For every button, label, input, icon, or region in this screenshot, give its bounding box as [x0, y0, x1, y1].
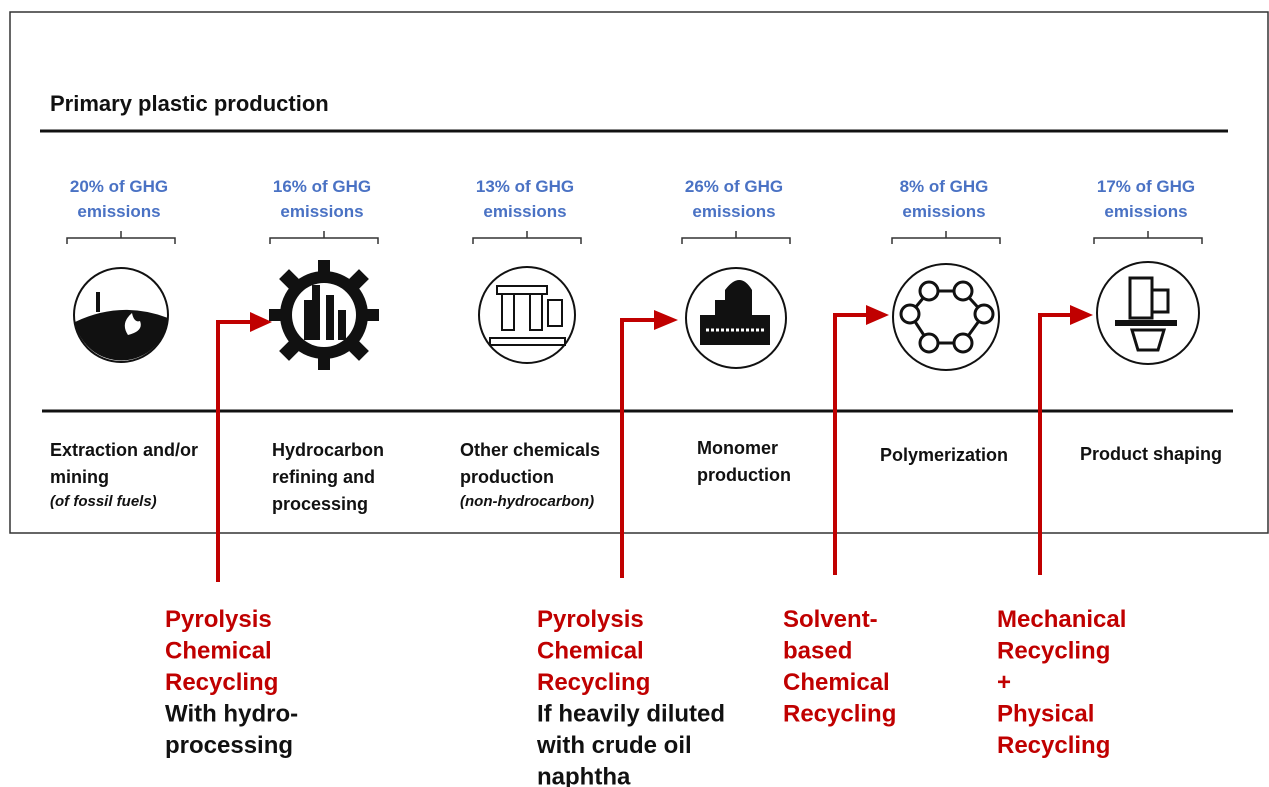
- emissions-label: emissions: [483, 202, 566, 221]
- bracket: [66, 231, 176, 244]
- recycling-arrows: [216, 313, 1072, 582]
- stage-name: Monomer: [697, 438, 778, 458]
- recycling-condition: With hydro-: [165, 701, 298, 728]
- recycling-method: +: [997, 669, 1011, 696]
- recycling-method: Solvent-: [783, 606, 878, 633]
- bracket: [891, 231, 1001, 244]
- arrow-heads: [250, 305, 1093, 332]
- stage-name: Other chemicals: [460, 440, 600, 460]
- bracket: [1093, 231, 1203, 244]
- stage-note: (of fossil fuels): [50, 493, 157, 510]
- recycling-method: Recycling: [165, 669, 278, 696]
- bracket: [472, 231, 582, 244]
- stage-note: (non-hydrocarbon): [460, 493, 594, 510]
- stage-name: Hydrocarbon: [272, 440, 384, 460]
- recycling-method: Recycling: [783, 701, 896, 728]
- recycling-condition: processing: [165, 732, 293, 759]
- recycling-method: Recycling: [537, 669, 650, 696]
- recycling-method: Chemical: [783, 669, 890, 696]
- recycling-method: Mechanical: [997, 606, 1126, 633]
- emissions-label: 17% of GHG: [1097, 177, 1195, 196]
- stage-name: Extraction and/or: [50, 440, 198, 460]
- emissions-label: 13% of GHG: [476, 177, 574, 196]
- stage-name: Product shaping: [1080, 444, 1222, 464]
- stage-name: Polymerization: [880, 445, 1008, 465]
- emissions-label: emissions: [1104, 202, 1187, 221]
- emissions-label: 20% of GHG: [70, 177, 168, 196]
- stage-name: refining and: [272, 467, 375, 487]
- recycling-method: Recycling: [997, 732, 1110, 759]
- emissions-label: 16% of GHG: [273, 177, 371, 196]
- recycling-condition: with crude oil: [536, 732, 692, 759]
- icon-chemicals: [478, 266, 576, 364]
- icon-monomer: [685, 267, 787, 369]
- stage-name: production: [697, 465, 791, 485]
- emissions-label: emissions: [77, 202, 160, 221]
- stage-name: mining: [50, 467, 109, 487]
- stage-name: processing: [272, 494, 368, 514]
- recycling-method: Recycling: [997, 638, 1110, 665]
- recycling-method: Pyrolysis: [165, 606, 272, 633]
- recycling-method: Chemical: [165, 638, 272, 665]
- bracket: [681, 231, 791, 244]
- emissions-label: emissions: [280, 202, 363, 221]
- icon-shaping: [1096, 261, 1200, 365]
- emissions-label: emissions: [902, 202, 985, 221]
- recycling-method: Chemical: [537, 638, 644, 665]
- recycling-method: Physical: [997, 701, 1094, 728]
- emissions-label: emissions: [692, 202, 775, 221]
- title: Primary plastic production: [50, 91, 329, 116]
- recycling-method: Pyrolysis: [537, 606, 644, 633]
- icon-polymer: [892, 263, 1000, 371]
- icon-extraction: [73, 267, 169, 363]
- recycling-condition: If heavily diluted: [537, 701, 725, 728]
- bracket: [269, 231, 379, 244]
- emissions-label: 26% of GHG: [685, 177, 783, 196]
- recycling-condition: naphtha: [537, 764, 631, 787]
- stage-name: production: [460, 467, 554, 487]
- icon-refining: [269, 260, 379, 370]
- recycling-method: based: [783, 638, 852, 665]
- emissions-label: 8% of GHG: [900, 177, 989, 196]
